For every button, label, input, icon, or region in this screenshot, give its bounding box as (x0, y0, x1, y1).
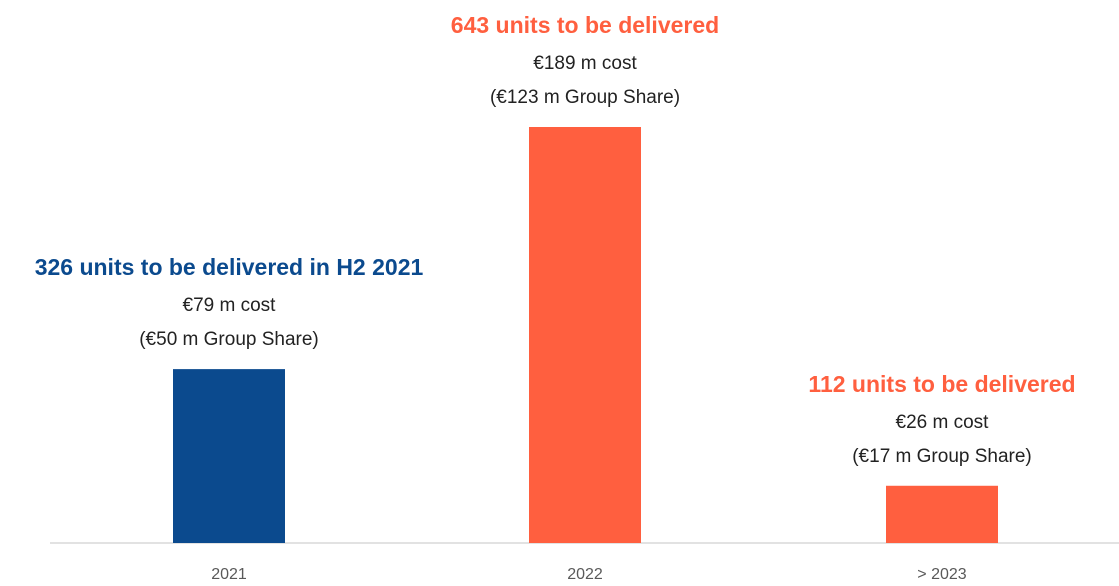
annotation-share: (€50 m Group Share) (139, 329, 319, 351)
annotation-cost: €79 m cost (182, 295, 276, 317)
annotation-share: (€123 m Group Share) (489, 87, 681, 108)
annotation-title: 112 units to be delivered (808, 370, 1076, 397)
x-tick-label: 2022 (567, 566, 603, 583)
annotation-cost: €26 m cost (895, 411, 989, 433)
x-tick-label: 2021 (211, 566, 247, 583)
annotation-title: 643 units to be delivered (450, 12, 720, 38)
annotation-cost: €189 m cost (533, 53, 637, 74)
bar (529, 127, 641, 543)
x-tick-label: > 2023 (917, 566, 966, 583)
bar (886, 485, 998, 543)
annotation-share: (€17 m Group Share) (852, 445, 1032, 467)
annotation-title: 326 units to be delivered in H2 2021 (34, 254, 424, 281)
bar-annotation: 112 units to be delivered €26 m cost (€17 … (707, 363, 1119, 474)
bar-annotation: 326 units to be delivered in H2 2021 €79 … (0, 246, 464, 357)
bar-annotation: 643 units to be delivered €189 m cost (€12… (350, 4, 820, 115)
bar (173, 369, 285, 543)
